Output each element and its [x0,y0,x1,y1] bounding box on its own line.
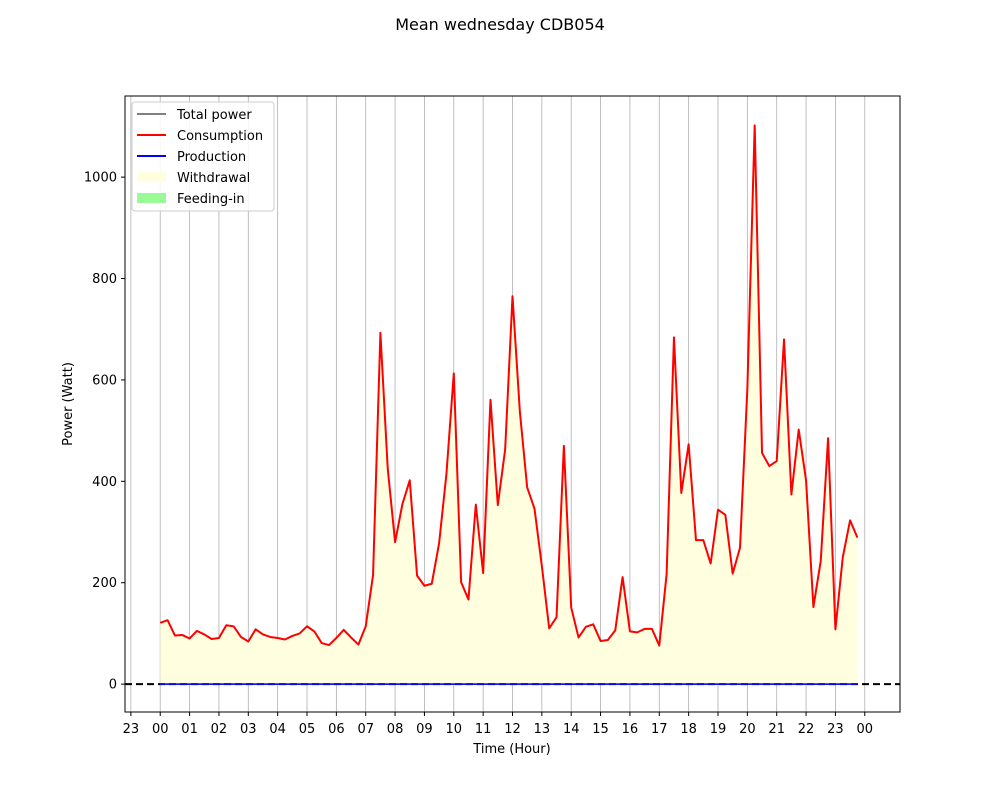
x-axis-label: Time (Hour) [472,742,550,757]
x-tick-label: 02 [211,722,228,737]
x-tick-label: 04 [269,722,286,737]
legend-entry-label: Production [177,150,246,165]
x-tick-label: 13 [534,722,551,737]
y-tick-label: 200 [92,576,117,591]
legend-box [131,101,275,212]
legend-entry-label: Consumption [177,129,263,144]
y-tick-label: 0 [109,678,117,693]
x-tick-label: 21 [768,722,785,737]
series-lines [159,124,859,685]
x-tick-label: 19 [710,722,727,737]
y-tick-label: 800 [92,272,117,287]
x-tick-label: 00 [152,722,169,737]
x-tick-label: 14 [563,722,580,737]
x-axis-ticks: 23 00 01 02 03 04 05 06 07 08 09 10 11 12 13 14 15 16 17 18… [123,712,873,737]
x-tick-label: 11 [475,722,492,737]
y-tick-label: 600 [92,373,117,388]
legend-entry-label: Withdrawal [177,171,250,186]
x-tick-label: 20 [739,722,756,737]
y-axis-ticks: 0 200 400 600 800 1000 [84,171,125,693]
x-tick-label: 03 [240,722,257,737]
x-tick-label: 23 [123,722,140,737]
y-tick-label: 1000 [84,171,117,186]
x-tick-label: 17 [651,722,668,737]
x-tick-label: 12 [504,722,521,737]
legend-entry-label: Feeding-in [177,192,245,207]
x-tick-label: 10 [446,722,463,737]
x-tick-label: 07 [357,722,374,737]
legend-entry-label: Total power [176,108,252,123]
legend-patch-swatch [137,193,166,203]
x-tick-label: 00 [856,722,873,737]
consumption-line [159,124,859,647]
x-tick-label: 18 [680,722,697,737]
withdrawal-fill [160,125,858,685]
x-tick-label: 22 [798,722,815,737]
x-tick-label: 23 [827,722,844,737]
y-axis-label: Power (Watt) [61,362,76,446]
x-tick-label: 16 [622,722,639,737]
x-tick-label: 09 [416,722,433,737]
x-tick-label: 06 [328,722,345,737]
x-tick-label: 08 [387,722,404,737]
legend-patch-swatch [137,172,166,182]
x-tick-label: 01 [181,722,198,737]
x-tick-label: 05 [299,722,316,737]
chart-title: Mean wednesday CDB054 [395,15,605,34]
withdrawal-area [160,125,858,685]
x-tick-label: 15 [592,722,609,737]
y-tick-label: 400 [92,475,117,490]
legend: Total power Consumption Production Withdraw… [131,101,275,212]
